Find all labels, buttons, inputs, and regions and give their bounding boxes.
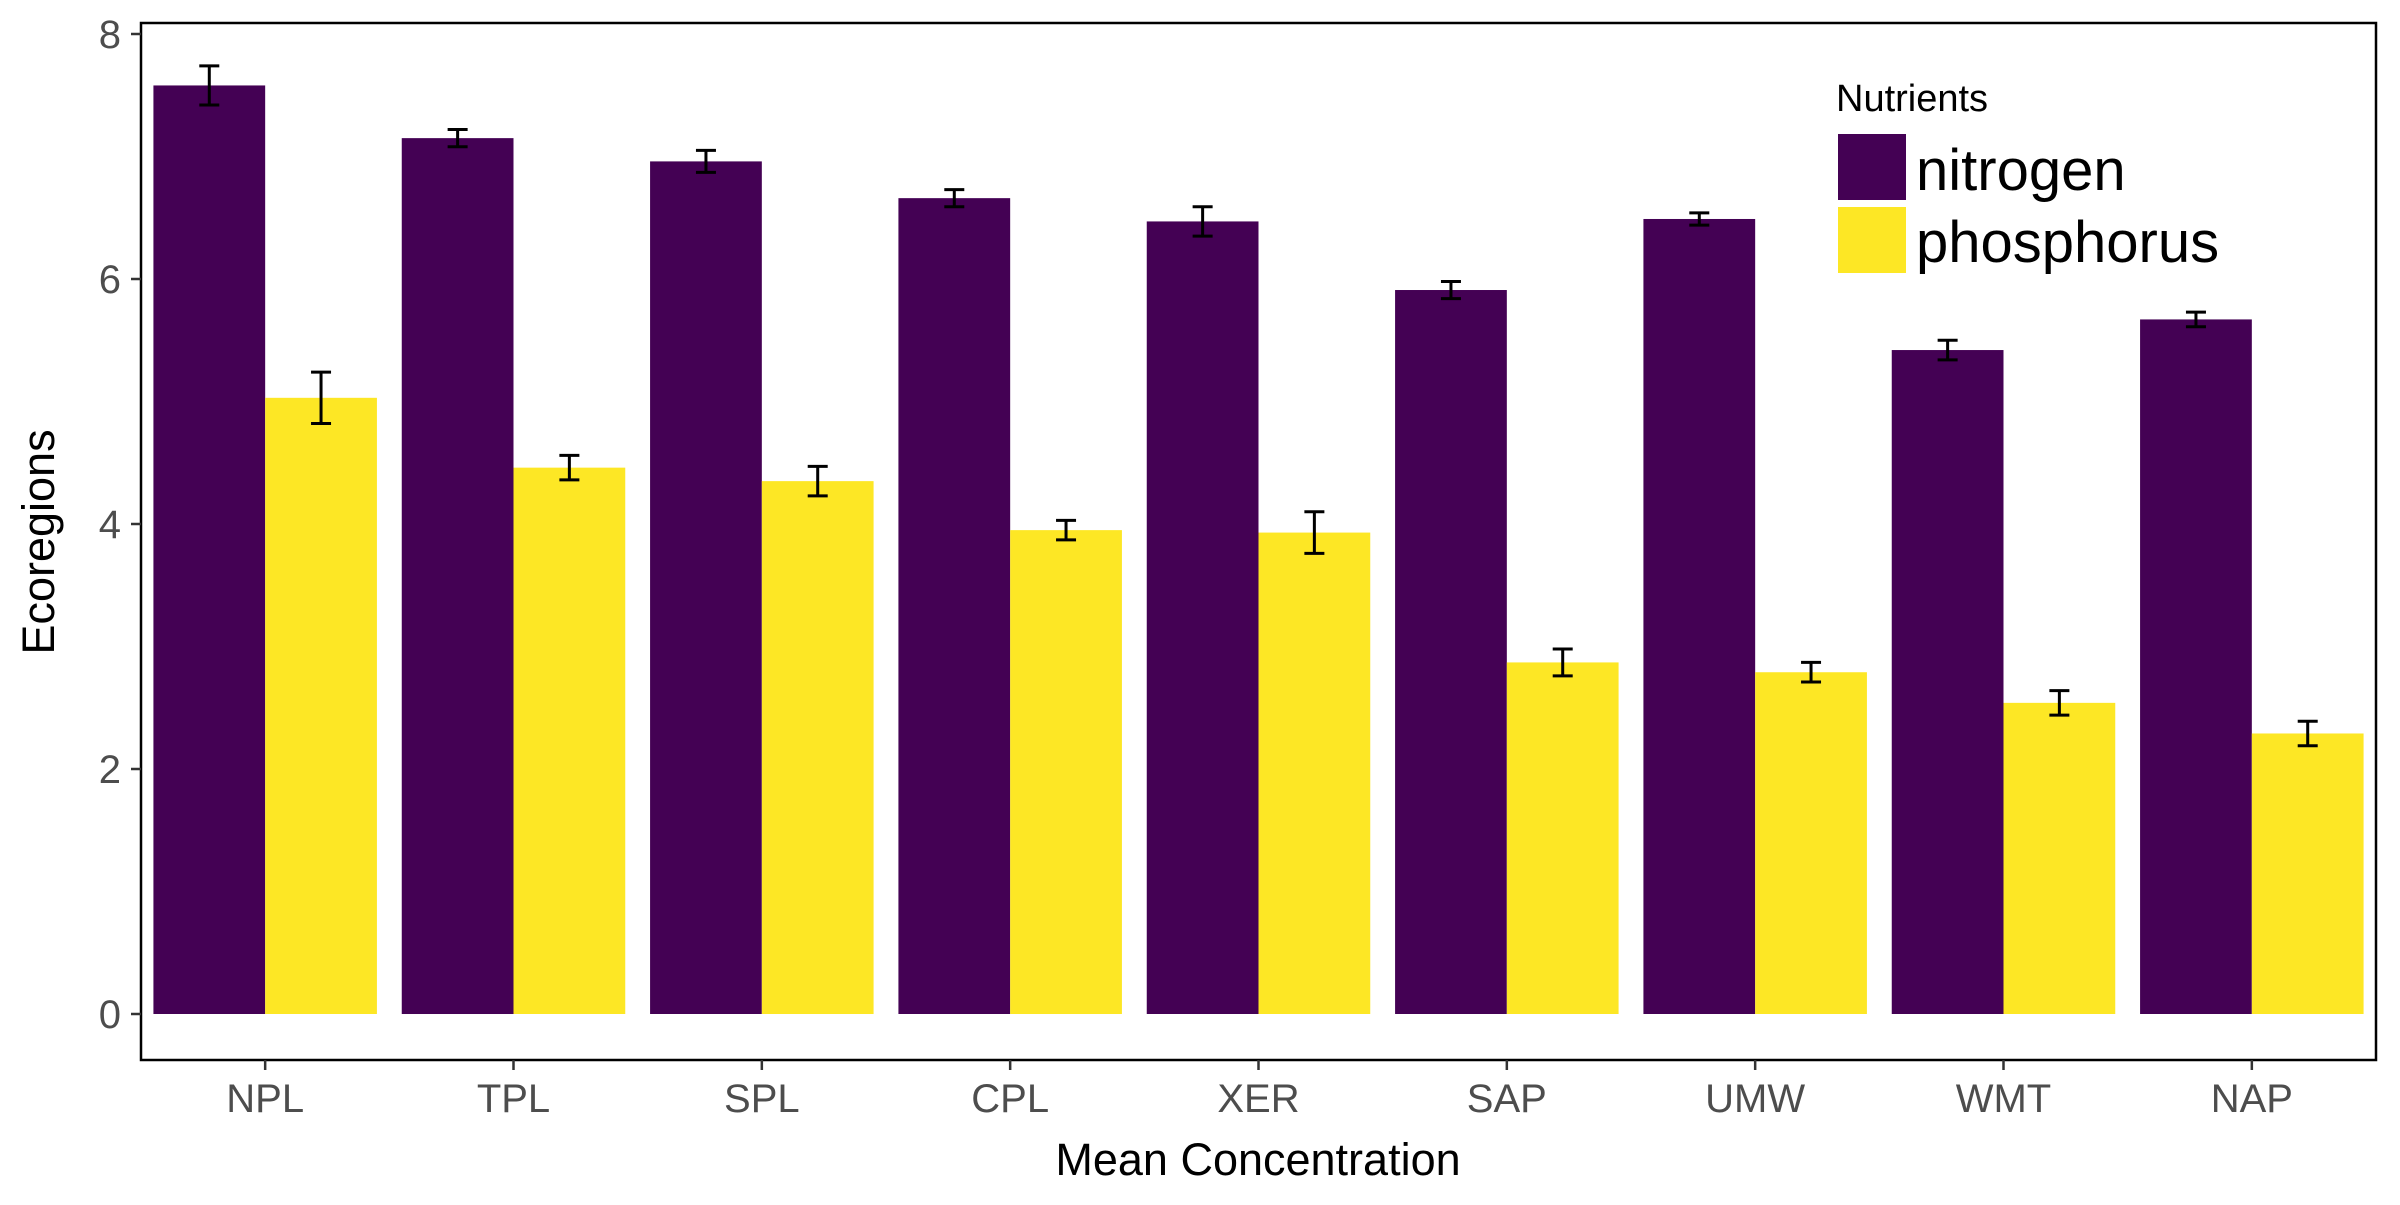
x-tick-label-SAP: SAP bbox=[1467, 1077, 1547, 1121]
x-tick-label-SPL: SPL bbox=[724, 1077, 800, 1121]
bar-nitrogen-XER bbox=[1146, 221, 1259, 1014]
y-tick-label-8: 8 bbox=[99, 13, 121, 57]
y-axis-title: Ecoregions bbox=[13, 429, 64, 654]
bar-phosphorus-WMT bbox=[2003, 702, 2116, 1014]
error-bar-nitrogen-SAP bbox=[1440, 279, 1461, 301]
error-bar-nitrogen-SPL bbox=[695, 148, 716, 174]
bar-nitrogen-SAP bbox=[1395, 290, 1507, 1014]
error-bar-nitrogen-NAP bbox=[2185, 310, 2206, 329]
error-bar-nitrogen-XER bbox=[1192, 205, 1213, 238]
x-tick-label-UMW: UMW bbox=[1705, 1077, 1805, 1121]
error-bar-phosphorus-WMT bbox=[2049, 689, 2070, 717]
error-bar-nitrogen-WMT bbox=[1937, 338, 1958, 362]
bar-nitrogen-NPL bbox=[153, 85, 266, 1014]
x-axis: NPL TPL SPL CPL XER SAP UMW WMT NAP bbox=[226, 1060, 2293, 1121]
x-tick-label-WMT: WMT bbox=[1956, 1077, 2052, 1121]
error-bar-phosphorus-TPL bbox=[559, 453, 580, 482]
y-tick-label-6: 6 bbox=[99, 258, 121, 302]
error-bar-nitrogen-TPL bbox=[447, 128, 468, 149]
bar-phosphorus-NPL bbox=[265, 397, 377, 1014]
error-bar-nitrogen-NPL bbox=[199, 64, 220, 107]
legend-swatch-nitrogen bbox=[1838, 134, 1906, 200]
y-tick-label-4: 4 bbox=[99, 503, 121, 547]
x-tick-label-NPL: NPL bbox=[226, 1077, 304, 1121]
bar-nitrogen-NAP bbox=[2140, 319, 2252, 1014]
bar-phosphorus-NAP bbox=[2251, 733, 2364, 1014]
bar-nitrogen-SPL bbox=[650, 161, 762, 1014]
error-bar-phosphorus-NAP bbox=[2297, 719, 2318, 748]
error-bar-phosphorus-XER bbox=[1304, 510, 1325, 555]
error-bar-nitrogen-UMW bbox=[1689, 211, 1710, 227]
bar-nitrogen-UMW bbox=[1643, 218, 1756, 1015]
error-bar-nitrogen-CPL bbox=[944, 188, 965, 209]
bar-phosphorus-TPL bbox=[513, 467, 626, 1014]
bars-layer bbox=[153, 85, 2364, 1015]
legend-label-nitrogen: nitrogen bbox=[1916, 138, 2126, 203]
legend-label-phosphorus: phosphorus bbox=[1916, 210, 2219, 275]
error-bar-phosphorus-UMW bbox=[1801, 660, 1822, 684]
error-bars-layer bbox=[199, 64, 2318, 748]
legend: Nutrients nitrogen phosphorus bbox=[1836, 78, 2219, 275]
bar-nitrogen-WMT bbox=[1891, 350, 2004, 1014]
bar-nitrogen-TPL bbox=[401, 138, 514, 1015]
y-axis: 0 2 4 6 8 bbox=[99, 13, 141, 1037]
x-tick-label-NAP: NAP bbox=[2211, 1077, 2293, 1121]
x-tick-label-TPL: TPL bbox=[477, 1077, 550, 1121]
y-tick-label-2: 2 bbox=[99, 748, 121, 792]
error-bar-phosphorus-CPL bbox=[1056, 518, 1077, 542]
x-axis-title: Mean Concentration bbox=[1055, 1134, 1460, 1185]
bar-phosphorus-SAP bbox=[1506, 662, 1619, 1014]
legend-swatch-phosphorus bbox=[1838, 207, 1906, 273]
x-tick-label-XER: XER bbox=[1217, 1077, 1299, 1121]
error-bar-phosphorus-NPL bbox=[311, 370, 332, 426]
bar-phosphorus-SPL bbox=[761, 481, 874, 1015]
x-tick-label-CPL: CPL bbox=[971, 1077, 1049, 1121]
bar-nitrogen-CPL bbox=[898, 198, 1011, 1014]
legend-title: Nutrients bbox=[1836, 78, 1988, 120]
bar-phosphorus-UMW bbox=[1755, 672, 1867, 1014]
bar-phosphorus-CPL bbox=[1010, 530, 1122, 1015]
error-bar-phosphorus-SAP bbox=[1552, 647, 1573, 678]
y-tick-label-0: 0 bbox=[99, 993, 121, 1037]
bar-phosphorus-XER bbox=[1258, 532, 1371, 1014]
error-bar-phosphorus-SPL bbox=[807, 464, 828, 498]
